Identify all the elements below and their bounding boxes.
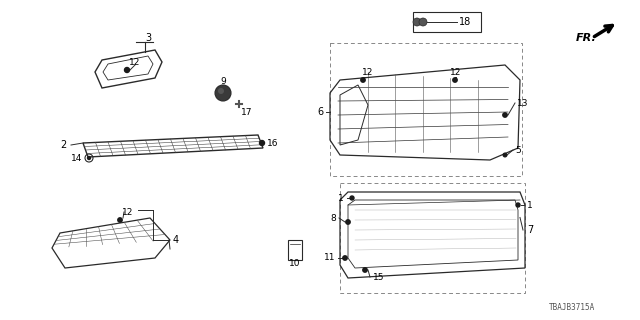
Text: 8: 8 — [330, 213, 336, 222]
Circle shape — [125, 68, 129, 73]
Text: 15: 15 — [373, 273, 385, 282]
Circle shape — [218, 88, 224, 94]
Text: 7: 7 — [527, 225, 533, 235]
Text: 1: 1 — [339, 194, 344, 203]
Text: 12: 12 — [362, 68, 374, 76]
Bar — [288, 240, 302, 260]
Text: 12: 12 — [129, 58, 141, 67]
Circle shape — [350, 196, 354, 200]
Circle shape — [363, 268, 367, 272]
Bar — [330, 43, 522, 176]
Text: 1: 1 — [527, 201, 532, 210]
Text: 5: 5 — [515, 146, 521, 155]
Circle shape — [118, 218, 122, 222]
Circle shape — [88, 156, 90, 159]
Text: 2: 2 — [60, 140, 66, 150]
Text: TBAJB3715A: TBAJB3715A — [548, 303, 595, 312]
Text: 10: 10 — [289, 259, 301, 268]
Text: 4: 4 — [173, 235, 179, 245]
Circle shape — [215, 85, 231, 101]
Circle shape — [413, 18, 421, 26]
Circle shape — [343, 256, 347, 260]
Circle shape — [259, 140, 264, 146]
Bar — [413, 12, 481, 32]
Text: 14: 14 — [71, 154, 83, 163]
Text: 12: 12 — [122, 207, 134, 217]
Circle shape — [361, 78, 365, 82]
Text: 11: 11 — [323, 253, 335, 262]
Circle shape — [453, 78, 457, 82]
Text: 12: 12 — [451, 68, 461, 76]
Text: 17: 17 — [241, 108, 253, 116]
Bar — [340, 183, 525, 293]
Text: 6: 6 — [317, 107, 323, 117]
Circle shape — [503, 153, 507, 157]
Text: FR.: FR. — [576, 33, 596, 43]
Circle shape — [516, 203, 520, 207]
Circle shape — [503, 113, 507, 117]
Text: 18: 18 — [459, 17, 471, 27]
Text: 3: 3 — [145, 33, 151, 43]
Text: 13: 13 — [517, 99, 529, 108]
Text: 16: 16 — [267, 139, 278, 148]
Text: 9: 9 — [220, 76, 226, 85]
Circle shape — [419, 18, 427, 26]
Circle shape — [346, 220, 350, 224]
